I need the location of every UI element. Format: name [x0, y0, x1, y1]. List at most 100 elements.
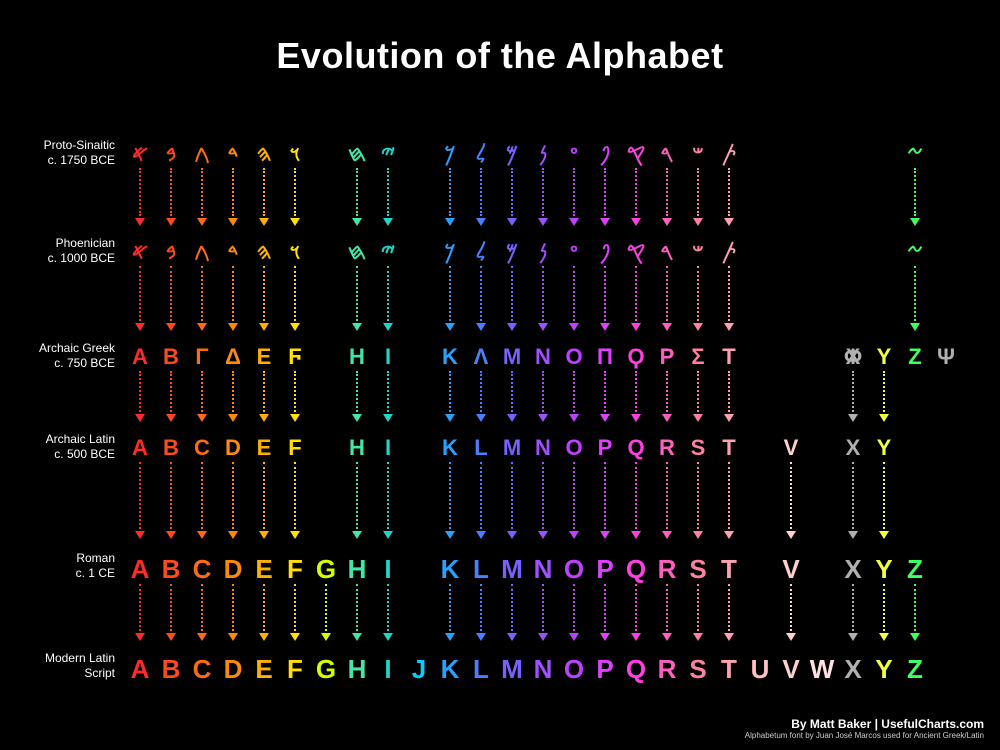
glyph-proto-P: 𐤐	[590, 141, 621, 167]
glyph-proto-I: 𐤉	[373, 141, 404, 167]
glyph-archgk-K: Κ	[435, 344, 466, 370]
glyph-phoen-B: 𐤁	[156, 239, 187, 265]
glyph-modern-L: L	[466, 654, 497, 685]
evolution-arrow	[506, 371, 518, 422]
glyph-phoen-L: 𐤋	[466, 239, 497, 265]
evolution-arrow	[847, 584, 859, 641]
row-label-line1: Phoenician	[0, 236, 115, 251]
row-label-line1: Roman	[0, 551, 115, 566]
evolution-arrow	[165, 462, 177, 539]
evolution-arrow	[630, 168, 642, 226]
evolution-arrow	[227, 584, 239, 641]
glyph-roman-L: L	[466, 554, 497, 585]
glyph-proto-O: 𐤏	[559, 141, 590, 167]
evolution-arrow	[289, 168, 301, 226]
glyph-archlat-F: F	[280, 435, 311, 461]
glyph-roman-F: F	[280, 554, 311, 585]
glyph-modern-M: M	[497, 654, 528, 685]
row-label-line1: Archaic Greek	[0, 341, 115, 356]
glyph-archgk-D: Δ	[218, 344, 249, 370]
evolution-arrow	[568, 371, 580, 422]
row-label-line2: c. 1000 BCE	[0, 251, 115, 266]
evolution-arrow	[878, 462, 890, 539]
glyph-archlat-H: H	[342, 435, 373, 461]
glyph-archgk-Z: Ζ	[900, 344, 931, 370]
credit-line1: By Matt Baker | UsefulCharts.com	[745, 717, 984, 731]
evolution-arrow	[444, 168, 456, 226]
glyph-archgk-F: Ϝ	[280, 344, 311, 370]
glyph-phoen-N: 𐤍	[528, 239, 559, 265]
glyph-modern-N: N	[528, 654, 559, 685]
row-label-line1: Modern Latin	[0, 651, 115, 666]
glyph-archlat-T: T	[714, 435, 745, 461]
evolution-arrow	[258, 371, 270, 422]
evolution-arrow	[382, 168, 394, 226]
row-label-archgk: Archaic Greekc. 750 BCE	[0, 341, 115, 371]
glyph-roman-I: I	[373, 554, 404, 585]
evolution-arrow	[351, 584, 363, 641]
row-label-proto: Proto-Sinaiticc. 1750 BCE	[0, 138, 115, 168]
alphabet-evolution-chart: Evolution of the Alphabet Proto-Sinaitic…	[0, 0, 1000, 750]
glyph-proto-F: 𐤅	[280, 141, 311, 167]
evolution-arrow	[444, 584, 456, 641]
glyph-archgk-phi: Φ	[838, 344, 869, 370]
glyph-archgk-P: Π	[590, 344, 621, 370]
evolution-arrow	[196, 266, 208, 331]
evolution-arrow	[661, 371, 673, 422]
evolution-arrow	[692, 371, 704, 422]
evolution-arrow	[568, 462, 580, 539]
evolution-arrow	[878, 584, 890, 641]
evolution-arrow	[568, 584, 580, 641]
row-label-line2: Script	[0, 666, 115, 681]
glyph-phoen-K: 𐤊	[435, 239, 466, 265]
glyph-roman-E: E	[249, 554, 280, 585]
evolution-arrow	[258, 584, 270, 641]
evolution-arrow	[692, 462, 704, 539]
glyph-archgk-Q: Ϙ	[621, 344, 652, 370]
glyph-archlat-E: E	[249, 435, 280, 461]
evolution-arrow	[444, 266, 456, 331]
evolution-arrow	[537, 371, 549, 422]
row-label-line2: c. 500 BCE	[0, 447, 115, 462]
evolution-arrow	[475, 584, 487, 641]
evolution-arrow	[630, 371, 642, 422]
glyph-archgk-N: Ν	[528, 344, 559, 370]
evolution-arrow	[847, 371, 859, 422]
glyph-archlat-L: L	[466, 435, 497, 461]
evolution-arrow	[568, 266, 580, 331]
glyph-roman-N: N	[528, 554, 559, 585]
glyph-archlat-M: M	[497, 435, 528, 461]
evolution-arrow	[258, 462, 270, 539]
evolution-arrow	[785, 462, 797, 539]
glyph-archlat-Y: Y	[869, 435, 900, 461]
evolution-arrow	[692, 168, 704, 226]
glyph-archgk-H: Η	[342, 344, 373, 370]
glyph-roman-M: M	[497, 554, 528, 585]
glyph-phoen-S: 𐤔	[683, 239, 714, 265]
evolution-arrow	[506, 168, 518, 226]
glyph-proto-B: 𐤁	[156, 141, 187, 167]
glyph-archlat-D: D	[218, 435, 249, 461]
glyph-roman-Y: Y	[869, 554, 900, 585]
glyph-modern-G: G	[311, 654, 342, 685]
evolution-arrow	[289, 371, 301, 422]
evolution-arrow	[289, 266, 301, 331]
glyph-proto-A: 𐤀	[125, 141, 156, 167]
evolution-arrow	[537, 584, 549, 641]
glyph-archgk-L: Λ	[466, 344, 497, 370]
evolution-arrow	[227, 462, 239, 539]
evolution-arrow	[568, 168, 580, 226]
glyph-modern-K: K	[435, 654, 466, 685]
evolution-arrow	[475, 371, 487, 422]
glyph-phoen-P: 𐤐	[590, 239, 621, 265]
evolution-arrow	[165, 266, 177, 331]
evolution-arrow	[134, 462, 146, 539]
glyph-proto-D: 𐤃	[218, 141, 249, 167]
glyph-proto-S: 𐤔	[683, 141, 714, 167]
glyph-archgk-B: Β	[156, 344, 187, 370]
glyph-phoen-F: 𐤅	[280, 239, 311, 265]
glyph-proto-M: 𐤌	[497, 141, 528, 167]
glyph-roman-R: R	[652, 554, 683, 585]
credit-line2: Alphabetum font by Juan José Marcos used…	[745, 731, 984, 740]
evolution-arrow	[258, 266, 270, 331]
